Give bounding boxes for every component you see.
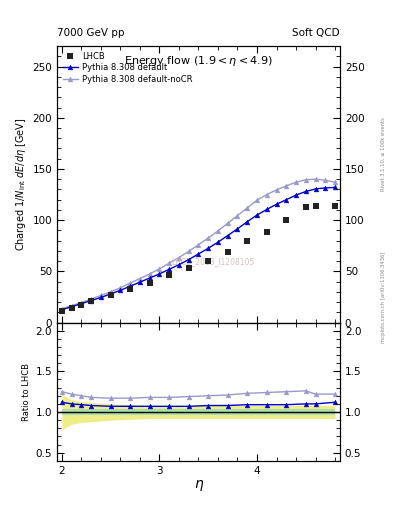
- LHCB: [167, 272, 172, 278]
- Pythia 8.308 default-noCR: [128, 280, 132, 286]
- Pythia 8.308 default: [274, 201, 279, 207]
- Pythia 8.308 default-noCR: [89, 296, 94, 302]
- LHCB: [206, 258, 211, 264]
- Pythia 8.308 default: [225, 232, 230, 239]
- LHCB: [128, 286, 132, 292]
- Pythia 8.308 default: [157, 271, 162, 277]
- Pythia 8.308 default-noCR: [167, 260, 172, 266]
- Text: LHCB_2013_I1208105: LHCB_2013_I1208105: [171, 257, 254, 266]
- Pythia 8.308 default: [79, 301, 84, 307]
- Line: Pythia 8.308 default: Pythia 8.308 default: [59, 185, 338, 312]
- LHCB: [225, 249, 230, 255]
- Pythia 8.308 default: [333, 184, 338, 190]
- Pythia 8.308 default-noCR: [157, 266, 162, 272]
- Pythia 8.308 default-noCR: [235, 212, 240, 219]
- Text: Rivet 3.1.10, ≥ 100k events: Rivet 3.1.10, ≥ 100k events: [381, 117, 386, 190]
- Pythia 8.308 default: [118, 287, 123, 293]
- Pythia 8.308 default: [206, 245, 211, 251]
- Pythia 8.308 default: [313, 186, 318, 192]
- Line: LHCB: LHCB: [59, 203, 338, 314]
- Pythia 8.308 default: [294, 192, 298, 198]
- Pythia 8.308 default: [264, 206, 269, 212]
- LHCB: [313, 203, 318, 209]
- Pythia 8.308 default: [99, 294, 103, 301]
- X-axis label: η: η: [194, 477, 203, 491]
- Pythia 8.308 default-noCR: [313, 176, 318, 182]
- Pythia 8.308 default-noCR: [186, 248, 191, 254]
- LHCB: [303, 204, 308, 210]
- Pythia 8.308 default-noCR: [274, 187, 279, 193]
- Pythia 8.308 default-noCR: [59, 306, 64, 312]
- Pythia 8.308 default-noCR: [284, 183, 288, 189]
- Pythia 8.308 default-noCR: [176, 254, 181, 261]
- Pythia 8.308 default: [176, 262, 181, 268]
- Pythia 8.308 default-noCR: [255, 197, 259, 203]
- Pythia 8.308 default: [216, 239, 220, 245]
- LHCB: [79, 302, 84, 308]
- Pythia 8.308 default: [196, 251, 201, 257]
- Pythia 8.308 default-noCR: [79, 300, 84, 306]
- Pythia 8.308 default: [138, 279, 142, 285]
- Pythia 8.308 default-noCR: [323, 177, 328, 183]
- Pythia 8.308 default: [147, 275, 152, 281]
- Pythia 8.308 default-noCR: [294, 179, 298, 185]
- LHCB: [89, 298, 94, 304]
- Text: Energy flow ($1.9<\eta<4.9$): Energy flow ($1.9<\eta<4.9$): [124, 54, 273, 69]
- Pythia 8.308 default-noCR: [108, 289, 113, 295]
- LHCB: [108, 292, 113, 298]
- Pythia 8.308 default: [59, 307, 64, 313]
- Text: mcplots.cern.ch [arXiv:1306.3436]: mcplots.cern.ch [arXiv:1306.3436]: [381, 251, 386, 343]
- Pythia 8.308 default: [167, 266, 172, 272]
- Y-axis label: Ratio to LHCB: Ratio to LHCB: [22, 362, 31, 421]
- Pythia 8.308 default-noCR: [264, 191, 269, 198]
- Pythia 8.308 default-noCR: [303, 177, 308, 183]
- Pythia 8.308 default-noCR: [206, 235, 211, 241]
- LHCB: [245, 238, 250, 244]
- Pythia 8.308 default-noCR: [69, 303, 74, 309]
- LHCB: [186, 265, 191, 271]
- Legend: LHCB, Pythia 8.308 default, Pythia 8.308 default-noCR: LHCB, Pythia 8.308 default, Pythia 8.308…: [61, 50, 194, 86]
- Pythia 8.308 default: [69, 304, 74, 310]
- Line: Pythia 8.308 default-noCR: Pythia 8.308 default-noCR: [59, 177, 338, 311]
- Pythia 8.308 default-noCR: [225, 220, 230, 226]
- LHCB: [147, 280, 152, 286]
- Pythia 8.308 default-noCR: [245, 205, 250, 211]
- Y-axis label: Charged $1/N_\mathrm{int}$ $dE/d\eta$ [GeV]: Charged $1/N_\mathrm{int}$ $dE/d\eta$ [G…: [14, 117, 28, 251]
- Pythia 8.308 default-noCR: [196, 242, 201, 248]
- Pythia 8.308 default: [255, 212, 259, 218]
- Pythia 8.308 default-noCR: [147, 271, 152, 277]
- Pythia 8.308 default: [89, 297, 94, 304]
- LHCB: [59, 308, 64, 314]
- LHCB: [69, 305, 74, 311]
- Pythia 8.308 default: [303, 188, 308, 195]
- Pythia 8.308 default-noCR: [333, 179, 338, 185]
- Pythia 8.308 default: [128, 283, 132, 289]
- Pythia 8.308 default-noCR: [138, 275, 142, 282]
- Pythia 8.308 default: [108, 291, 113, 297]
- LHCB: [264, 229, 269, 236]
- Pythia 8.308 default: [235, 226, 240, 232]
- Pythia 8.308 default: [245, 219, 250, 225]
- Pythia 8.308 default-noCR: [216, 228, 220, 234]
- Pythia 8.308 default-noCR: [118, 285, 123, 291]
- LHCB: [284, 217, 288, 223]
- LHCB: [333, 203, 338, 209]
- Text: 7000 GeV pp: 7000 GeV pp: [57, 28, 125, 38]
- Pythia 8.308 default: [284, 197, 288, 203]
- Pythia 8.308 default: [323, 185, 328, 191]
- Pythia 8.308 default: [186, 257, 191, 263]
- Text: Soft QCD: Soft QCD: [292, 28, 340, 38]
- Pythia 8.308 default-noCR: [99, 292, 103, 298]
